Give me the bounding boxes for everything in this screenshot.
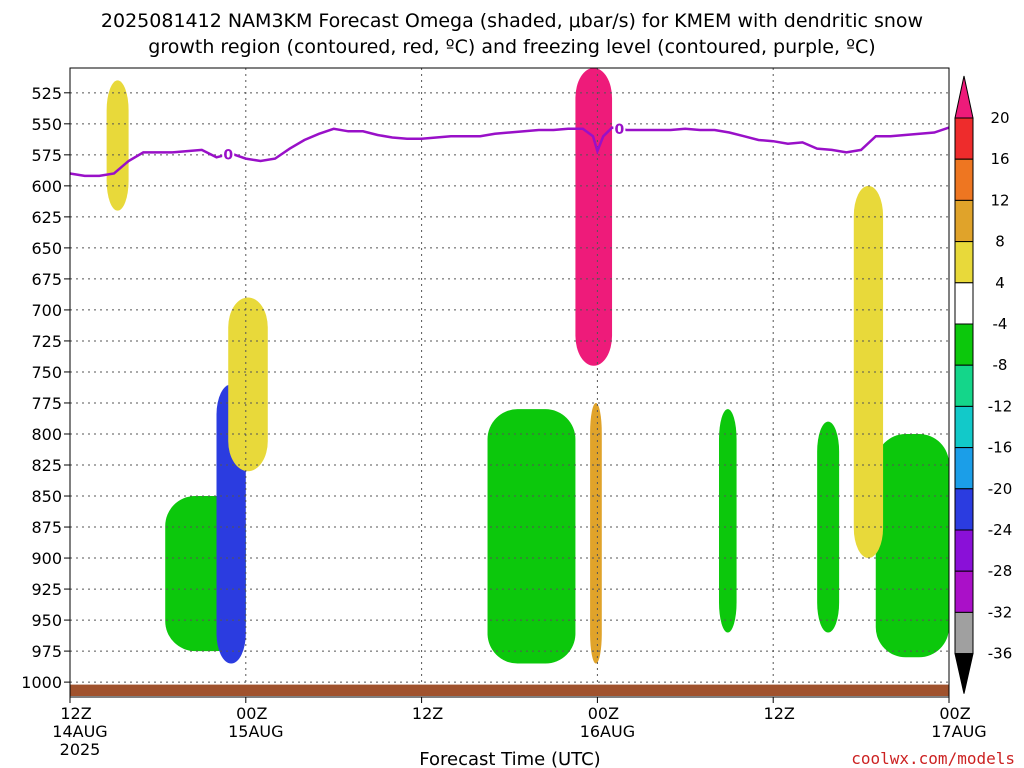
x-tick-label1: 00Z bbox=[236, 704, 267, 723]
colorbar-swatch bbox=[954, 488, 974, 531]
colorbar-swatch bbox=[954, 405, 974, 449]
y-tick-label: 550 bbox=[31, 115, 62, 134]
colorbar-swatch bbox=[954, 117, 974, 160]
colorbar-swatch bbox=[954, 199, 974, 243]
freezing-level-label: 0 bbox=[223, 147, 233, 163]
colorbar-swatch bbox=[954, 282, 974, 325]
colorbar-swatch bbox=[954, 158, 974, 201]
chart-title-line1: 2025081412 NAM3KM Forecast Omega (shaded… bbox=[101, 10, 923, 32]
colorbar-swatch bbox=[954, 364, 974, 407]
y-tick-label: 975 bbox=[31, 642, 62, 661]
colorbar-swatch bbox=[954, 447, 974, 490]
colorbar-label: -4 bbox=[993, 315, 1008, 333]
y-tick-label: 775 bbox=[31, 394, 62, 413]
y-axis-ticks: 525 550 575 600 625 650 675 700 725 750 775 800 825 8… bbox=[21, 84, 70, 692]
colorbar: 20 16 12 8 4 -4 -8 -12 -16 -20 -24 -28 -32 -36 bbox=[954, 75, 1013, 694]
x-tick-label1: 00Z bbox=[588, 704, 619, 723]
ground-band bbox=[70, 684, 949, 696]
y-tick-label: 750 bbox=[31, 363, 62, 382]
x-tick-label2: 17AUG bbox=[931, 722, 986, 741]
colorbar-bottom-triangle bbox=[954, 653, 974, 694]
omega-region-ascent-late-1 bbox=[718, 409, 737, 633]
colorbar-label: 20 bbox=[990, 109, 1009, 127]
y-tick-label: 625 bbox=[31, 208, 62, 227]
y-tick-label: 950 bbox=[31, 611, 62, 630]
y-tick-label: 900 bbox=[31, 549, 62, 568]
colorbar-label: -32 bbox=[988, 603, 1013, 621]
x-tick-label3: 2025 bbox=[60, 740, 101, 759]
y-tick-label: 600 bbox=[31, 177, 62, 196]
colorbar-label: -28 bbox=[988, 562, 1013, 580]
y-tick-label: 825 bbox=[31, 456, 62, 475]
colorbar-swatch bbox=[954, 570, 974, 613]
colorbar-label: -36 bbox=[988, 645, 1013, 663]
y-tick-label: 800 bbox=[31, 425, 62, 444]
x-tick-label1: 12Z bbox=[764, 704, 795, 723]
x-tick-label1: 12Z bbox=[60, 704, 91, 723]
plot-frame bbox=[69, 67, 950, 698]
omega-region-ascent-mid bbox=[487, 409, 576, 664]
colorbar-swatch bbox=[954, 241, 974, 284]
y-tick-label: 925 bbox=[31, 580, 62, 599]
freezing-label-bg bbox=[613, 120, 626, 137]
colorbar-swatch bbox=[954, 611, 974, 655]
y-tick-label: 675 bbox=[31, 270, 62, 289]
omega-region-ascent-late-3 bbox=[875, 433, 949, 658]
freezing-label-bg bbox=[222, 146, 235, 163]
omega-region-descent-16aug-low bbox=[590, 402, 602, 664]
colorbar-label: 12 bbox=[990, 191, 1009, 209]
y-tick-label: 725 bbox=[31, 332, 62, 351]
freezing-level-label: 0 bbox=[615, 122, 625, 138]
colorbar-label: 8 bbox=[995, 233, 1005, 251]
colorbar-label: -24 bbox=[988, 521, 1013, 539]
y-tick-label: 525 bbox=[31, 84, 62, 103]
colorbar-label: -20 bbox=[988, 480, 1013, 498]
colorbar-swatch bbox=[954, 529, 974, 572]
x-tick-label2: 14AUG bbox=[52, 722, 107, 741]
omega-region-descent-15aug bbox=[228, 297, 268, 472]
grid-lines bbox=[70, 68, 949, 697]
colorbar-top-triangle bbox=[954, 75, 974, 119]
omega-region-ascent-late-2 bbox=[817, 421, 840, 633]
x-tick-label1: 00Z bbox=[939, 704, 970, 723]
colorbar-label: -16 bbox=[988, 439, 1013, 457]
ground-terrain bbox=[70, 684, 949, 696]
colorbar-label: -8 bbox=[993, 356, 1008, 374]
freezing-level-contour: 00 bbox=[69, 120, 950, 178]
y-tick-label: 700 bbox=[31, 301, 62, 320]
colorbar-swatch bbox=[954, 323, 974, 366]
y-tick-label: 650 bbox=[31, 239, 62, 258]
chart-title-line2: growth region (contoured, red, ºC) and f… bbox=[148, 36, 875, 58]
y-tick-label: 875 bbox=[31, 518, 62, 537]
y-tick-label: 575 bbox=[31, 146, 62, 165]
x-axis-label: Forecast Time (UTC) bbox=[419, 749, 600, 768]
colorbar-label: 16 bbox=[990, 150, 1009, 168]
credit-text: coolwx.com/models bbox=[851, 749, 1015, 768]
y-tick-label: 1000 bbox=[21, 673, 62, 692]
x-tick-label1: 12Z bbox=[412, 704, 443, 723]
colorbar-label: -12 bbox=[988, 397, 1013, 415]
x-tick-label2: 15AUG bbox=[228, 722, 283, 741]
y-tick-label: 850 bbox=[31, 487, 62, 506]
freezing-level-line bbox=[69, 126, 950, 178]
colorbar-label: 4 bbox=[995, 274, 1005, 292]
omega-region-descent-early-upper bbox=[106, 80, 129, 211]
x-tick-label2: 16AUG bbox=[580, 722, 635, 741]
